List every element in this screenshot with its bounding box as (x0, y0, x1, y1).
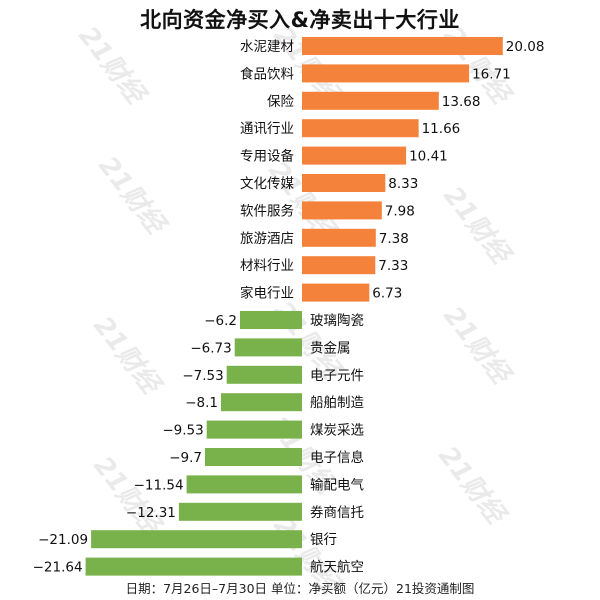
bar-家电行业 (302, 283, 370, 302)
value-label: 16.71 (472, 66, 511, 82)
category-label: 水泥建材 (240, 39, 294, 55)
category-label: 通讯行业 (240, 121, 294, 137)
bars-layer (85, 37, 503, 576)
bar-专用设备 (302, 146, 407, 165)
bar-旅游酒店 (302, 228, 376, 247)
value-label: −21.09 (38, 532, 88, 548)
bar-材料行业 (302, 256, 376, 275)
category-label: 文化传媒 (240, 176, 294, 192)
bar-电子元件 (226, 365, 302, 384)
value-label: 13.68 (442, 94, 481, 110)
watermark-text: 21财经 (437, 181, 517, 271)
bar-航天航空 (85, 557, 302, 576)
bar-通讯行业 (302, 119, 419, 138)
value-label: 7.33 (378, 258, 408, 274)
value-label: −21.64 (33, 560, 83, 576)
value-label: −9.7 (169, 450, 202, 466)
watermark-text: 21财经 (87, 451, 167, 541)
category-label: 玻璃陶瓷 (310, 312, 364, 329)
watermark-text: 21财经 (92, 151, 172, 241)
watermark-text: 21财经 (437, 301, 517, 391)
category-label: 航天航空 (310, 560, 364, 576)
bar-券商信托 (178, 502, 302, 521)
value-label: −6.2 (204, 313, 237, 329)
category-label: 贵金属 (310, 340, 351, 356)
value-label: 11.66 (422, 121, 461, 137)
value-label: −11.54 (134, 477, 184, 493)
value-label: 20.08 (506, 39, 545, 55)
bar-电子信息 (205, 448, 302, 466)
value-label: −8.1 (185, 395, 218, 411)
value-label: 10.41 (409, 149, 448, 165)
bar-玻璃陶瓷 (240, 311, 302, 329)
value-label: −12.31 (126, 505, 176, 521)
bar-文化传媒 (302, 174, 386, 192)
value-label: 6.73 (372, 286, 402, 302)
value-label: 7.38 (379, 231, 409, 247)
category-label: 输配电气 (310, 477, 364, 493)
bar-保险 (302, 91, 439, 110)
watermark-text: 21财经 (432, 441, 512, 531)
category-label: 船舶制造 (310, 395, 364, 411)
category-label: 电子元件 (310, 368, 364, 384)
value-labels: 20.08 16.71 13.68 11.66 10.41 8.33 7.98 7.38 7.3… (33, 39, 545, 576)
footer-note: 日期：7月26日–7月30日 单位：净买额（亿元）21投资通制图 (125, 581, 475, 596)
value-label: −6.73 (190, 340, 231, 356)
category-label: 软件服务 (240, 203, 294, 219)
category-label: 专用设备 (240, 148, 294, 165)
category-label: 电子信息 (310, 449, 364, 466)
bar-水泥建材 (302, 37, 503, 55)
bar-煤炭采选 (206, 420, 302, 439)
category-label: 券商信托 (310, 505, 364, 521)
category-label: 材料行业 (240, 258, 294, 274)
value-label: 8.33 (388, 176, 418, 192)
bar-食品饮料 (302, 64, 470, 83)
watermark-text: 21财经 (72, 21, 152, 111)
category-label: 煤炭采选 (310, 423, 364, 439)
bar-贵金属 (234, 338, 302, 357)
chart-title: 北向资金净买入&净卖出十大行业 (140, 8, 460, 32)
bar-银行 (91, 530, 302, 549)
category-label: 食品饮料 (240, 65, 294, 82)
bar-输配电气 (186, 475, 302, 494)
value-label: −7.53 (182, 368, 223, 384)
watermark-text: 21财经 (87, 311, 167, 401)
category-label: 银行 (310, 532, 337, 548)
category-label: 旅游酒店 (240, 231, 294, 247)
category-labels: 水泥建材食品饮料保险通讯行业专用设备文化传媒软件服务旅游酒店材料行业家电行业玻璃… (240, 39, 364, 576)
category-label: 家电行业 (240, 285, 294, 302)
bar-船舶制造 (221, 393, 302, 412)
category-label: 保险 (267, 94, 294, 110)
bar-软件服务 (302, 201, 382, 220)
value-label: −9.53 (162, 423, 203, 439)
value-label: 7.98 (385, 203, 415, 219)
